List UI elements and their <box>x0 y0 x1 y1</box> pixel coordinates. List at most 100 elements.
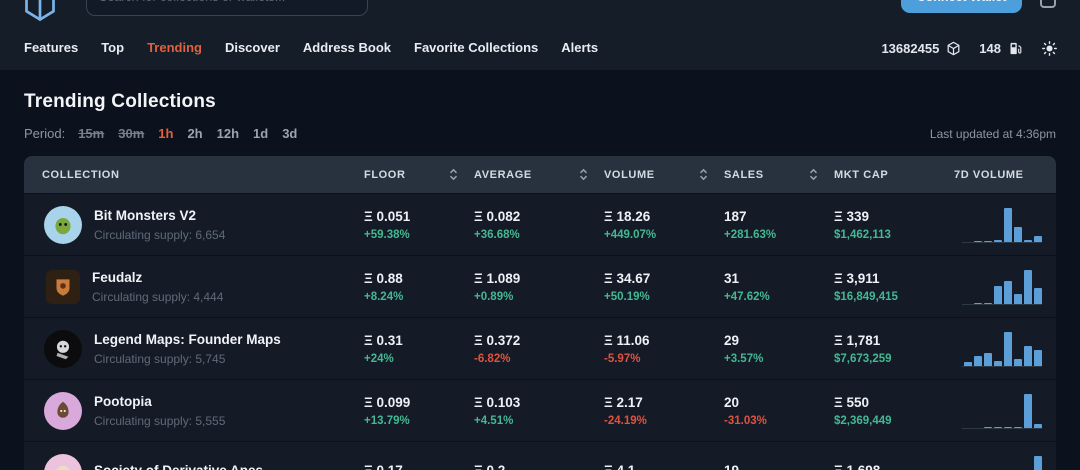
sales-cell: 20 -31.03% <box>724 394 767 427</box>
app-logo-icon[interactable] <box>22 0 58 27</box>
volume-bar <box>1004 427 1012 428</box>
column-header-average[interactable]: AVERAGE <box>474 168 604 181</box>
sales-cell: 29 +3.57% <box>724 332 764 365</box>
block-number-stat: 13682455 <box>881 41 961 56</box>
nav-item-discover[interactable]: Discover <box>224 40 280 55</box>
sort-icon <box>449 168 458 181</box>
column-header-mkt-cap: MKT CAP <box>834 168 889 181</box>
period-option-3d[interactable]: 3d <box>282 126 298 141</box>
volume-cell: Ξ 18.26 +449.07% <box>604 208 657 241</box>
volume-bar <box>984 303 992 304</box>
7d-volume-cell <box>954 392 1056 429</box>
collection-cell: Society of Derivative Apes <box>42 453 364 470</box>
main-nav: Features Top Trending Discover Address B… <box>24 40 598 55</box>
nav-item-alerts[interactable]: Alerts <box>561 40 599 55</box>
nav-item-favorite-collections[interactable]: Favorite Collections <box>414 40 539 55</box>
collection-avatar <box>44 453 82 470</box>
floor-cell: Ξ 0.31 +24% <box>364 332 403 365</box>
collection-name: Feudalz <box>92 269 143 285</box>
gas-price-stat: 148 <box>979 41 1023 56</box>
period-selector: Period: 15m 30m 1h 2h 12h 1d 3d Last upd… <box>24 126 1056 141</box>
average-cell: Ξ 0.103 +4.51% <box>474 394 521 427</box>
collection-name: Pootopia <box>94 393 152 409</box>
table-row[interactable]: Bit Monsters V2 Circulating supply: 6,65… <box>24 193 1056 255</box>
volume-cell: Ξ 4.1 <box>604 462 636 470</box>
sort-icon <box>699 168 708 181</box>
column-header-7d-volume: 7D VOLUME <box>954 168 1024 181</box>
volume-bar <box>1014 227 1022 242</box>
volume-bar <box>1004 208 1012 242</box>
table-header-row: COLLECTION FLOOR AVERAGE VOLUME SALES MK… <box>24 156 1056 193</box>
period-option-12h[interactable]: 12h <box>216 126 240 141</box>
volume-bar <box>1034 236 1042 242</box>
main-content: Trending Collections Period: 15m 30m 1h … <box>0 91 1080 470</box>
theme-sun-icon[interactable] <box>1041 40 1058 57</box>
table-row[interactable]: Pootopia Circulating supply: 5,555 Ξ 0.0… <box>24 379 1056 441</box>
collection-avatar <box>46 269 80 304</box>
period-option-2h[interactable]: 2h <box>187 126 203 141</box>
period-label: Period: <box>24 126 66 141</box>
volume-bar <box>1034 424 1042 428</box>
table-body: Bit Monsters V2 Circulating supply: 6,65… <box>24 193 1056 470</box>
column-header-floor[interactable]: FLOOR <box>364 168 474 181</box>
volume-bar <box>1034 288 1042 304</box>
collection-cell: Feudalz Circulating supply: 4,444 <box>42 269 364 304</box>
average-cell: Ξ 0.2 <box>474 462 506 470</box>
rounded-square-icon[interactable] <box>1040 0 1056 8</box>
mktcap-cell: Ξ 550 $2,369,449 <box>834 394 892 427</box>
floor-cell: Ξ 0.88 +8.24% <box>364 270 404 303</box>
collection-supply: Circulating supply: 4,444 <box>92 289 224 304</box>
nav-item-trending[interactable]: Trending <box>147 40 202 55</box>
collection-cell: Pootopia Circulating supply: 5,555 <box>42 391 364 430</box>
period-option-1d[interactable]: 1d <box>253 126 269 141</box>
7d-volume-sparkline <box>962 330 1042 367</box>
7d-volume-sparkline <box>962 392 1042 429</box>
volume-bar <box>984 353 992 366</box>
mktcap-cell: Ξ 339 $1,462,113 <box>834 208 891 241</box>
volume-bar <box>984 241 992 242</box>
period-option-30m[interactable]: 30m <box>118 126 145 141</box>
period-option-15m[interactable]: 15m <box>78 126 105 141</box>
volume-bar <box>974 241 982 242</box>
period-option-1h[interactable]: 1h <box>158 126 174 141</box>
floor-cell: Ξ 0.17 <box>364 462 403 470</box>
sales-cell: 187 +281.63% <box>724 208 777 241</box>
volume-bar <box>994 361 1002 366</box>
sort-icon <box>579 168 588 181</box>
table-row[interactable]: Legend Maps: Founder Maps Circulating su… <box>24 317 1056 379</box>
volume-bar <box>1024 240 1032 242</box>
nav-item-address-book[interactable]: Address Book <box>302 40 392 55</box>
column-header-sales[interactable]: SALES <box>724 168 834 181</box>
collection-supply: Circulating supply: 5,745 <box>94 351 226 366</box>
block-number: 13682455 <box>881 41 940 56</box>
sales-cell: 19 <box>724 462 740 470</box>
collection-avatar <box>44 329 82 368</box>
nav-item-features[interactable]: Features <box>24 40 79 55</box>
sort-icon <box>809 168 818 181</box>
cube-icon <box>947 41 960 56</box>
volume-bar <box>1014 294 1022 304</box>
volume-cell: Ξ 34.67 +50.19% <box>604 270 651 303</box>
trending-table: COLLECTION FLOOR AVERAGE VOLUME SALES MK… <box>24 156 1056 470</box>
floor-cell: Ξ 0.099 +13.79% <box>364 394 411 427</box>
mktcap-cell: Ξ 1,781 $7,673,259 <box>834 332 892 365</box>
search-input[interactable] <box>99 0 355 4</box>
column-header-volume[interactable]: VOLUME <box>604 168 724 181</box>
volume-bar <box>994 240 1002 242</box>
volume-cell: Ξ 11.06 -5.97% <box>604 332 650 365</box>
column-header-collection: COLLECTION <box>42 168 120 181</box>
volume-bar <box>1004 332 1012 366</box>
collection-avatar <box>44 391 82 430</box>
connect-wallet-button[interactable]: Connect Wallet <box>901 0 1022 13</box>
table-row[interactable]: Society of Derivative Apes Ξ 0.17 Ξ 0.2 … <box>24 441 1056 470</box>
volume-bar <box>994 286 1002 304</box>
nav-item-top[interactable]: Top <box>101 40 125 55</box>
mktcap-cell: Ξ 1,698 <box>834 462 881 470</box>
volume-bar <box>1024 394 1032 428</box>
average-cell: Ξ 0.372 -6.82% <box>474 332 521 365</box>
collection-supply: Circulating supply: 5,555 <box>94 413 226 428</box>
volume-bar <box>974 356 982 366</box>
collection-supply: Circulating supply: 6,654 <box>94 227 226 242</box>
volume-bar <box>1014 427 1022 428</box>
table-row[interactable]: Feudalz Circulating supply: 4,444 Ξ 0.88… <box>24 255 1056 317</box>
